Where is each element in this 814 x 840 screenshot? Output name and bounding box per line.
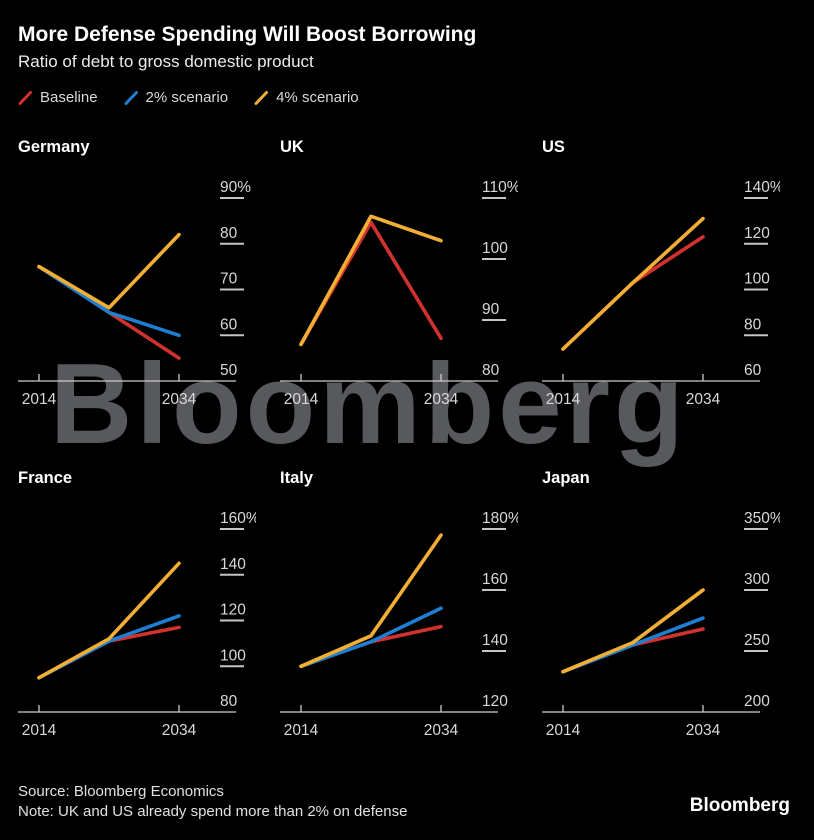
y-tick-label: 140 <box>220 556 246 573</box>
y-tick-label: 120 <box>220 602 246 619</box>
chart-japan: Japan 350% 300 250 200 2014 2034 <box>542 467 780 747</box>
series-line-2-scenario <box>299 606 443 669</box>
chart-header: More Defense Spending Will Boost Borrowi… <box>18 22 476 72</box>
x-tick-label: 2034 <box>162 391 197 408</box>
legend-label: 4% scenario <box>276 89 359 106</box>
page-subtitle: Ratio of debt to gross domestic product <box>18 52 314 72</box>
y-tick-label: 90 <box>482 301 500 318</box>
y-tick-label: 160% <box>220 510 256 527</box>
y-tick-label: 60 <box>220 316 238 333</box>
bloomberg-logo: Bloomberg <box>689 795 790 816</box>
y-tick-label: 180% <box>482 510 518 527</box>
x-tick-label: 2034 <box>424 722 459 739</box>
chart-title: Italy <box>280 469 314 487</box>
y-tick-label: 80 <box>744 316 762 333</box>
y-tick-label: 80 <box>482 362 500 379</box>
x-tick-label: 2014 <box>546 722 581 739</box>
x-tick-label: 2034 <box>162 722 197 739</box>
y-tick-label: 80 <box>220 693 238 710</box>
y-tick-label: 100 <box>220 647 246 664</box>
y-tick-label: 80 <box>220 225 238 242</box>
x-tick-label: 2034 <box>686 722 721 739</box>
series-line-baseline <box>561 235 705 351</box>
legend-label: Baseline <box>40 89 98 106</box>
x-tick-label: 2034 <box>686 391 721 408</box>
legend-item-2pct: 2% scenario <box>124 89 229 106</box>
chart-plot-japan: 350% 300 250 200 2014 2034 <box>542 510 780 739</box>
y-tick-label: 100 <box>744 271 770 288</box>
y-tick-label: 140% <box>744 179 780 196</box>
x-tick-label: 2014 <box>546 391 581 408</box>
y-tick-label: 60 <box>744 362 762 379</box>
legend-item-baseline: Baseline <box>18 89 98 106</box>
y-tick-label: 120 <box>744 225 770 242</box>
x-tick-label: 2014 <box>284 391 319 408</box>
chart-title: France <box>18 469 73 487</box>
chart-plot-us: 140% 120 100 80 60 2014 2034 <box>542 179 780 408</box>
slash-icon <box>124 90 138 105</box>
slash-icon <box>254 90 269 105</box>
chart-title: UK <box>280 138 304 156</box>
y-tick-label: 70 <box>220 271 238 288</box>
y-tick-label: 50 <box>220 362 238 379</box>
series-line-4-scenario <box>37 232 181 310</box>
series-line-baseline <box>299 220 443 347</box>
chart-uk: UK 110% 100 90 80 2014 2034 <box>280 136 518 416</box>
y-tick-label: 120 <box>482 693 508 710</box>
chart-germany: Germany 90% 80 70 60 50 2014 2034 <box>18 136 256 416</box>
series-line-4-scenario <box>561 216 705 351</box>
chart-title: US <box>542 138 565 156</box>
series-line-2-scenario <box>37 614 181 680</box>
chart-us: US 140% 120 100 80 60 2014 2034 <box>542 136 780 416</box>
chart-italy: Italy 180% 160 140 120 2014 2034 <box>280 467 518 747</box>
y-tick-label: 90% <box>220 179 251 196</box>
y-tick-label: 140 <box>482 632 508 649</box>
x-tick-label: 2014 <box>284 722 319 739</box>
y-tick-label: 160 <box>482 571 508 588</box>
legend-item-4pct: 4% scenario <box>254 89 359 106</box>
footer: Source: Bloomberg Economics Note: UK and… <box>18 782 407 822</box>
y-tick-label: 100 <box>482 240 508 257</box>
chart-title: Germany <box>18 138 90 156</box>
note-text: Note: UK and US already spend more than … <box>18 803 408 820</box>
chart-title: Japan <box>542 469 590 487</box>
bloomberg-watermark: Bloomberg <box>50 341 688 468</box>
page-title: More Defense Spending Will Boost Borrowi… <box>18 23 477 46</box>
series-line-4-scenario <box>37 561 181 680</box>
y-tick-label: 200 <box>744 693 770 710</box>
series-line-4-scenario <box>299 533 443 669</box>
source-text: Source: Bloomberg Economics <box>18 783 224 800</box>
chart-france: France 160% 140 120 100 80 2014 2034 <box>18 467 256 747</box>
x-tick-label: 2014 <box>22 391 57 408</box>
charts-grid: Germany 90% 80 70 60 50 2014 2034 UK 110% 100 90… <box>18 136 780 747</box>
chart-plot-italy: 180% 160 140 120 2014 2034 <box>280 510 518 739</box>
y-tick-label: 250 <box>744 632 770 649</box>
y-tick-label: 350% <box>744 510 780 527</box>
y-tick-label: 110% <box>482 179 518 196</box>
legend: Baseline 2% scenario 4% scenario <box>18 89 359 106</box>
series-line-4-scenario <box>299 214 443 347</box>
chart-plot-uk: 110% 100 90 80 2014 2034 <box>280 179 518 408</box>
legend-label: 2% scenario <box>145 89 229 106</box>
y-tick-label: 300 <box>744 571 770 588</box>
slash-icon <box>18 90 32 105</box>
series-line-baseline <box>37 625 181 680</box>
chart-plot-france: 160% 140 120 100 80 2014 2034 <box>18 510 256 739</box>
chart-plot-germany: 90% 80 70 60 50 2014 2034 <box>18 179 251 408</box>
x-tick-label: 2034 <box>424 391 459 408</box>
x-tick-label: 2014 <box>22 722 57 739</box>
series-line-4-scenario <box>561 588 705 674</box>
